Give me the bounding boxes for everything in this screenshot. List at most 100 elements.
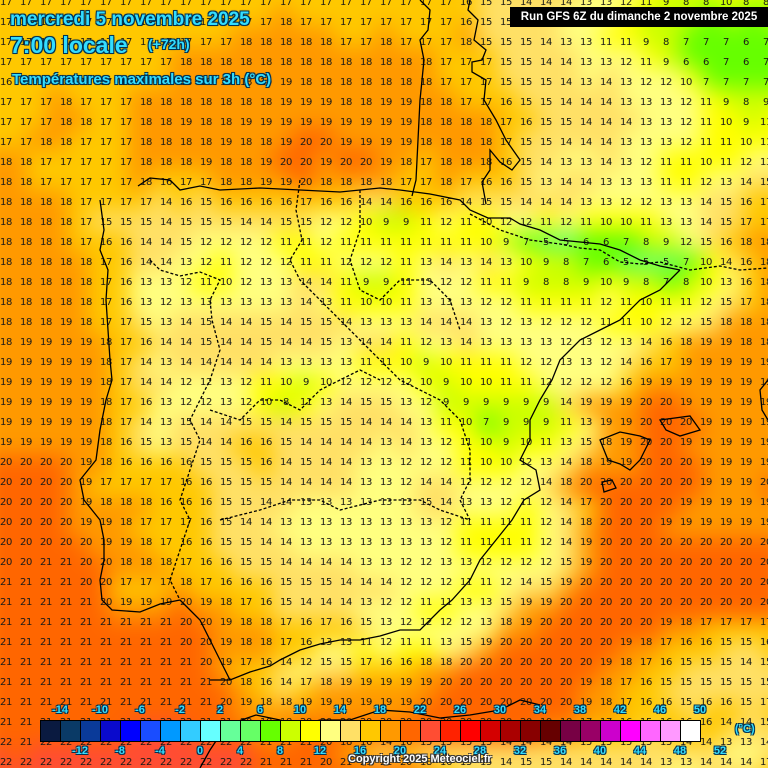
grid-temperature-value: 14	[399, 417, 413, 428]
grid-temperature-value: 11	[699, 117, 713, 128]
legend-swatch	[361, 721, 381, 741]
grid-temperature-value: 16	[119, 297, 133, 308]
grid-temperature-value: 13	[439, 297, 453, 308]
grid-temperature-value: 10	[699, 157, 713, 168]
grid-temperature-value: 17	[739, 617, 753, 628]
grid-temperature-value: 14	[439, 477, 453, 488]
grid-temperature-value: 11	[619, 37, 633, 48]
grid-temperature-value: 14	[359, 197, 373, 208]
grid-temperature-value: 11	[659, 177, 673, 188]
grid-temperature-value: 12	[419, 337, 433, 348]
grid-temperature-value: 19	[39, 437, 53, 448]
grid-temperature-value: 20	[539, 677, 553, 688]
grid-temperature-value: 12	[699, 177, 713, 188]
grid-temperature-value: 18	[319, 37, 333, 48]
grid-temperature-value: 16	[299, 617, 313, 628]
grid-temperature-value: 15	[719, 217, 733, 228]
grid-temperature-value: 18	[419, 757, 433, 768]
grid-temperature-value: 14	[279, 537, 293, 548]
grid-temperature-value: 22	[139, 757, 153, 768]
grid-temperature-value: 22	[179, 757, 193, 768]
grid-temperature-value: 17	[179, 17, 193, 28]
grid-temperature-value: 12	[579, 317, 593, 328]
grid-temperature-value: 20	[639, 537, 653, 548]
grid-temperature-value: 13	[459, 297, 473, 308]
grid-temperature-value: 6	[682, 57, 690, 68]
grid-temperature-value: 18	[0, 257, 13, 268]
grid-temperature-value: 20	[739, 557, 753, 568]
grid-temperature-value: 17	[459, 77, 473, 88]
grid-temperature-value: 19	[19, 337, 33, 348]
grid-temperature-value: 18	[379, 57, 393, 68]
grid-temperature-value: 19	[679, 397, 693, 408]
grid-temperature-value: 20	[539, 617, 553, 628]
legend-label: -8	[115, 745, 125, 757]
grid-temperature-value: 18	[99, 457, 113, 468]
grid-temperature-value: 15	[519, 37, 533, 48]
grid-temperature-value: 18	[19, 277, 33, 288]
grid-temperature-value: 19	[319, 157, 333, 168]
grid-temperature-value: 17	[19, 117, 33, 128]
grid-temperature-value: 15	[619, 737, 633, 748]
grid-temperature-value: 14	[159, 337, 173, 348]
grid-temperature-value: 12	[619, 197, 633, 208]
grid-temperature-value: 10	[519, 437, 533, 448]
grid-temperature-value: 14	[719, 717, 733, 728]
grid-temperature-value: 14	[539, 37, 553, 48]
grid-temperature-value: 14	[539, 197, 553, 208]
grid-temperature-value: 19	[379, 137, 393, 148]
grid-temperature-value: 18	[139, 557, 153, 568]
grid-temperature-value: 13	[659, 97, 673, 108]
grid-temperature-value: 20	[539, 697, 553, 708]
grid-temperature-value: 20	[219, 697, 233, 708]
grid-temperature-value: 13	[379, 617, 393, 628]
grid-temperature-value: 18	[19, 197, 33, 208]
grid-temperature-value: 18	[39, 257, 53, 268]
grid-temperature-value: 17	[459, 97, 473, 108]
grid-temperature-value: 15	[339, 417, 353, 428]
grid-temperature-value: 13	[559, 357, 573, 368]
grid-temperature-value: 19	[619, 437, 633, 448]
grid-temperature-value: 18	[399, 77, 413, 88]
grid-temperature-value: 12	[399, 597, 413, 608]
grid-temperature-value: 14	[579, 97, 593, 108]
grid-temperature-value: 14	[459, 337, 473, 348]
grid-temperature-value: 20	[19, 497, 33, 508]
grid-temperature-value: 13	[319, 397, 333, 408]
grid-temperature-value: 13	[499, 337, 513, 348]
grid-temperature-value: 18	[19, 317, 33, 328]
grid-temperature-value: 13	[139, 297, 153, 308]
grid-temperature-value: 16	[499, 97, 513, 108]
grid-temperature-value: 19	[739, 517, 753, 528]
grid-temperature-value: 18	[59, 97, 73, 108]
grid-temperature-value: 20	[739, 577, 753, 588]
grid-temperature-value: 11	[659, 297, 673, 308]
legend-label: 44	[633, 745, 647, 757]
grid-temperature-value: 20	[679, 537, 693, 548]
grid-temperature-value: 20	[559, 697, 573, 708]
grid-temperature-value: 19	[79, 357, 93, 368]
grid-temperature-value: 17	[199, 17, 213, 28]
grid-temperature-value: 15	[419, 497, 433, 508]
grid-temperature-value: 18	[459, 137, 473, 148]
grid-temperature-value: 12	[439, 537, 453, 548]
grid-temperature-value: 21	[39, 637, 53, 648]
grid-temperature-value: 14	[219, 317, 233, 328]
grid-temperature-value: 21	[0, 597, 13, 608]
grid-temperature-value: 17	[219, 0, 233, 8]
grid-temperature-value: 19	[759, 437, 768, 448]
grid-temperature-value: 18	[139, 177, 153, 188]
grid-temperature-value: 16	[219, 577, 233, 588]
grid-temperature-value: 15	[719, 197, 733, 208]
grid-temperature-value: 13	[659, 197, 673, 208]
grid-temperature-value: 19	[39, 337, 53, 348]
grid-temperature-value: 9	[422, 357, 430, 368]
grid-temperature-value: 17	[119, 577, 133, 588]
grid-temperature-value: 9	[522, 277, 530, 288]
grid-temperature-value: 17	[19, 137, 33, 148]
grid-temperature-value: 15	[699, 657, 713, 668]
grid-temperature-value: 19	[379, 97, 393, 108]
grid-temperature-value: 14	[319, 597, 333, 608]
grid-temperature-value: 15	[759, 717, 768, 728]
